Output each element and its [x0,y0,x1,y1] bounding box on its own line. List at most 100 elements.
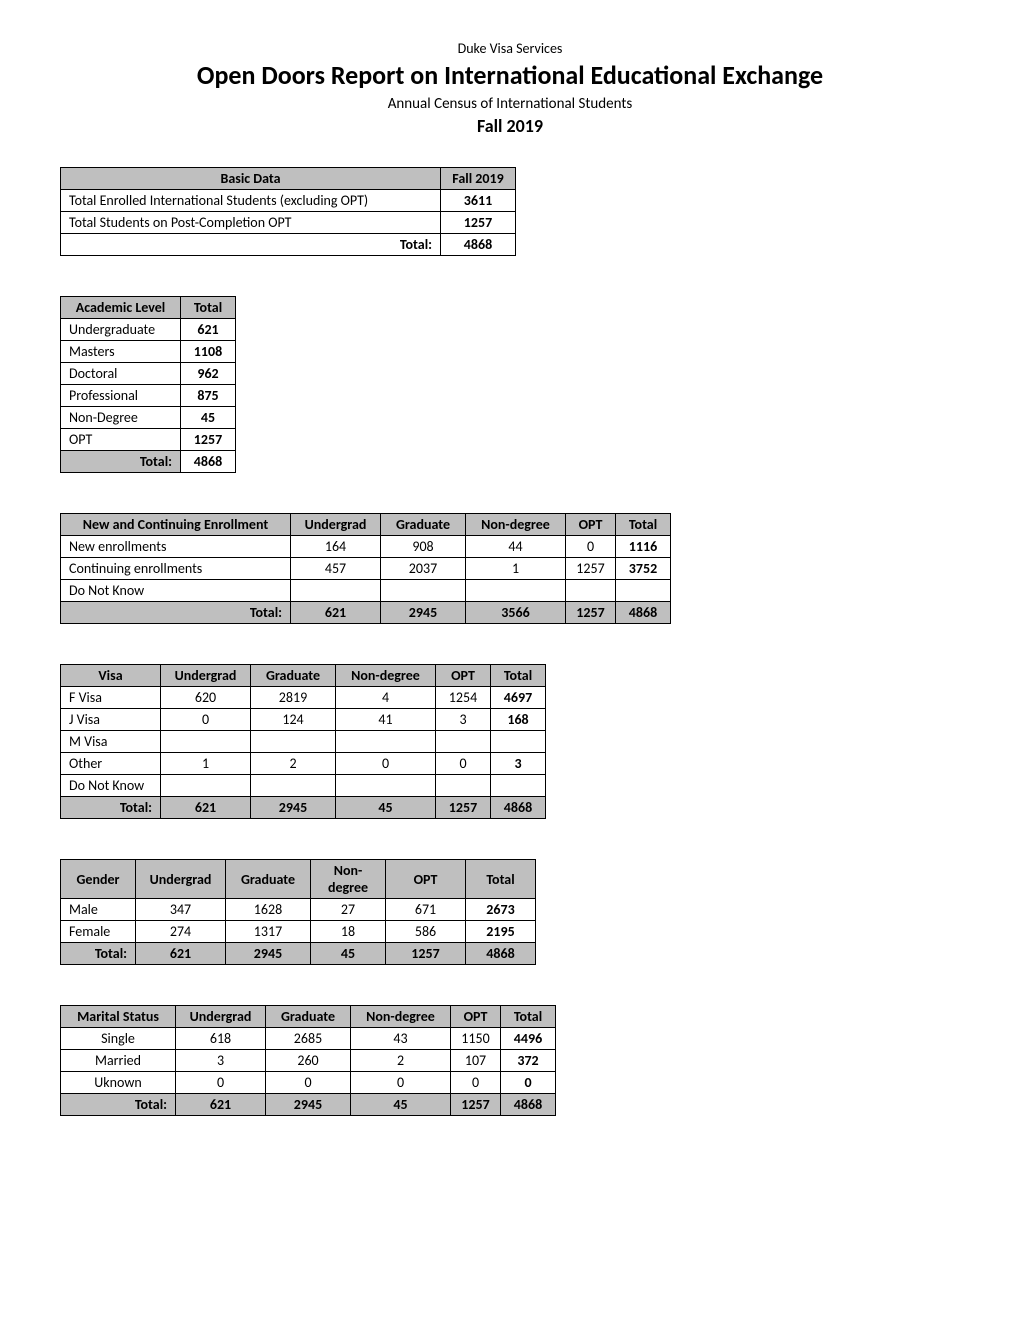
cell: 2673 [466,899,536,921]
column-header: OPT [386,860,466,899]
cell: 4697 [491,687,546,709]
row-value: 3611 [441,190,516,212]
total-cell: 2945 [381,602,466,624]
cell: 2 [251,753,336,775]
cell [381,580,466,602]
total-cell: 621 [176,1094,266,1116]
row-label: Uknown [61,1072,176,1094]
total-cell: 4868 [616,602,671,624]
table-row: F Visa6202819412544697 [61,687,546,709]
table-row: Do Not Know [61,775,546,797]
table-row: Professional875 [61,385,236,407]
total-cell: 3566 [466,602,566,624]
cell: 4 [336,687,436,709]
cell: 618 [176,1028,266,1050]
column-header: Visa [61,665,161,687]
column-header: Total [616,514,671,536]
cell: 44 [466,536,566,558]
cell: 2819 [251,687,336,709]
cell: 586 [386,921,466,943]
total-label: Total: [61,1094,176,1116]
page-title: Open Doors Report on International Educa… [60,59,960,91]
tables-container: Basic DataFall 2019Total Enrolled Intern… [60,167,960,1116]
total-value: 4868 [441,234,516,256]
row-label: Continuing enrollments [61,558,291,580]
cell: 1 [161,753,251,775]
row-label: M Visa [61,731,161,753]
column-header: Basic Data [61,168,441,190]
cell [161,731,251,753]
column-header: Total [181,297,236,319]
row-label: Single [61,1028,176,1050]
cell: 3 [491,753,546,775]
cell: 0 [351,1072,451,1094]
total-cell: 2945 [266,1094,351,1116]
row-label: New enrollments [61,536,291,558]
column-header: Total [466,860,536,899]
row-value: 962 [181,363,236,385]
cell: 0 [161,709,251,731]
cell: 1257 [566,558,616,580]
column-header: Total [501,1006,556,1028]
cell [616,580,671,602]
table-row: Married32602107372 [61,1050,556,1072]
row-label: Total Enrolled International Students (e… [61,190,441,212]
cell: 0 [266,1072,351,1094]
cell: 3752 [616,558,671,580]
cell: 457 [291,558,381,580]
cell [491,731,546,753]
table-row: Female2741317185862195 [61,921,536,943]
table-row: Other12003 [61,753,546,775]
row-label: Do Not Know [61,775,161,797]
total-row: Total:62129454512574868 [61,943,536,965]
column-header: Graduate [251,665,336,687]
cell: 3 [176,1050,266,1072]
cell: 908 [381,536,466,558]
total-value: 4868 [181,451,236,473]
total-row: Total:4868 [61,234,516,256]
column-header: Marital Status [61,1006,176,1028]
total-cell: 621 [161,797,251,819]
column-header: Undergrad [176,1006,266,1028]
table-row: J Visa0124413168 [61,709,546,731]
column-header: Total [491,665,546,687]
cell: 1254 [436,687,491,709]
row-value: 875 [181,385,236,407]
column-header: Fall 2019 [441,168,516,190]
column-header: Undergrad [291,514,381,536]
total-row: Total:4868 [61,451,236,473]
row-label: F Visa [61,687,161,709]
column-header: Graduate [266,1006,351,1028]
cell: 41 [336,709,436,731]
cell [161,775,251,797]
cell: 1317 [226,921,311,943]
row-label: Professional [61,385,181,407]
table-row: Masters1108 [61,341,236,363]
cell: 0 [436,753,491,775]
cell [436,775,491,797]
table-row: Total Students on Post-Completion OPT125… [61,212,516,234]
cell: 107 [451,1050,501,1072]
page-subtitle: Annual Census of International Students [60,95,960,113]
cell: 164 [291,536,381,558]
total-label: Total: [61,451,181,473]
total-label: Total: [61,943,136,965]
cell: 27 [311,899,386,921]
total-cell: 45 [336,797,436,819]
column-header: Non-degree [311,860,386,899]
term-label: Fall 2019 [60,115,960,137]
cell: 1628 [226,899,311,921]
cell [251,775,336,797]
cell: 0 [451,1072,501,1094]
row-value: 1108 [181,341,236,363]
cell: 620 [161,687,251,709]
total-cell: 45 [351,1094,451,1116]
row-label: J Visa [61,709,161,731]
column-header: Non-degree [351,1006,451,1028]
total-cell: 4868 [466,943,536,965]
total-cell: 2945 [251,797,336,819]
table-row: Total Enrolled International Students (e… [61,190,516,212]
cell: 2 [351,1050,451,1072]
row-label: Undergraduate [61,319,181,341]
cell: 4496 [501,1028,556,1050]
